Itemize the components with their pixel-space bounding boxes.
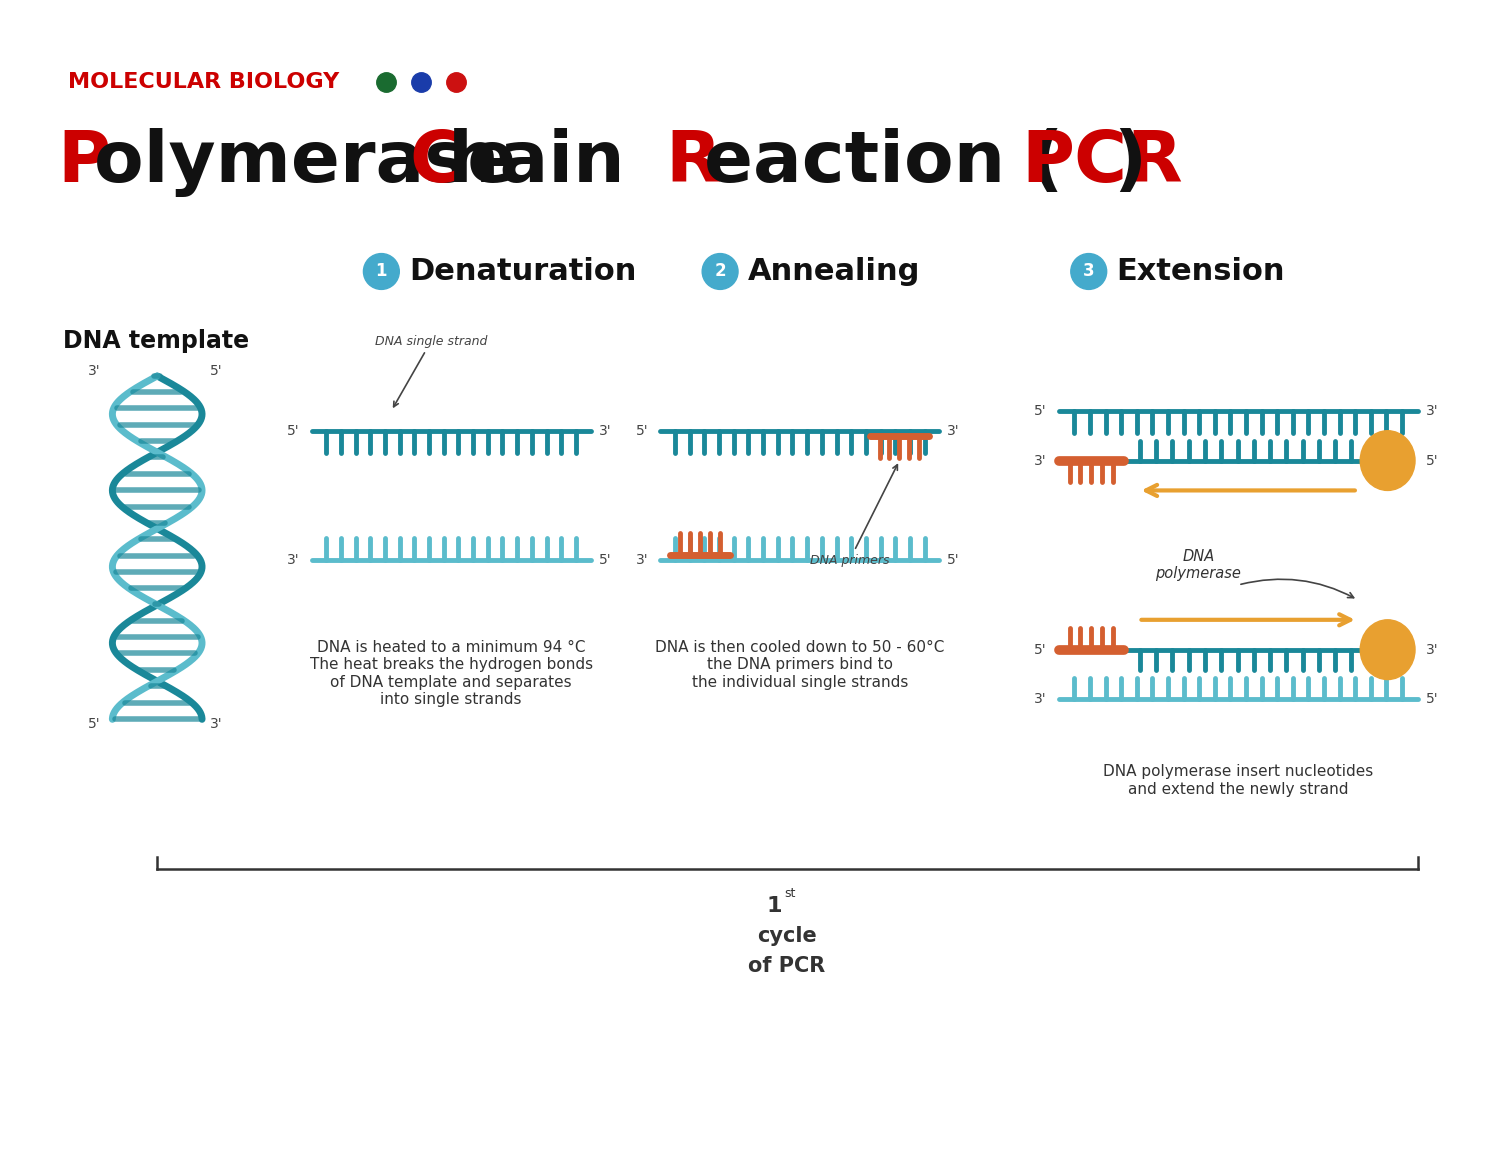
Text: C: C <box>410 128 462 196</box>
Text: DNA single strand: DNA single strand <box>375 334 488 406</box>
Text: DNA is heated to a minimum 94 °C
The heat breaks the hydrogen bonds
of DNA templ: DNA is heated to a minimum 94 °C The hea… <box>309 640 592 707</box>
Text: 3': 3' <box>286 553 300 567</box>
Text: DNA polymerase insert nucleotides
and extend the newly strand: DNA polymerase insert nucleotides and ex… <box>1102 764 1374 796</box>
Text: 5': 5' <box>1035 643 1047 657</box>
Text: MOLECULAR BIOLOGY: MOLECULAR BIOLOGY <box>68 72 339 93</box>
Text: DNA primers: DNA primers <box>810 464 897 567</box>
Ellipse shape <box>1360 620 1414 679</box>
Text: 3': 3' <box>636 553 648 567</box>
Text: 3': 3' <box>88 365 101 378</box>
Text: DNA template: DNA template <box>63 330 249 353</box>
Text: PCR: PCR <box>1022 128 1182 196</box>
Text: 5': 5' <box>1425 692 1438 706</box>
Text: 5': 5' <box>286 424 300 438</box>
Text: 3': 3' <box>1425 404 1438 418</box>
Text: 5': 5' <box>1425 454 1438 468</box>
Text: olymerase: olymerase <box>94 128 542 196</box>
Text: 1: 1 <box>766 896 782 916</box>
Text: eaction (: eaction ( <box>704 128 1064 196</box>
Text: 3': 3' <box>210 717 222 731</box>
Text: Extension: Extension <box>1116 257 1286 286</box>
Text: 3: 3 <box>1083 262 1095 281</box>
Text: Denaturation: Denaturation <box>410 257 636 286</box>
Circle shape <box>1071 253 1107 289</box>
Text: hain: hain <box>448 128 650 196</box>
Text: 3': 3' <box>1035 454 1047 468</box>
Text: ): ) <box>1113 128 1148 196</box>
Text: st: st <box>784 887 795 900</box>
Text: 1: 1 <box>375 262 387 281</box>
Text: 5': 5' <box>1035 404 1047 418</box>
Circle shape <box>363 253 399 289</box>
Text: 3': 3' <box>948 424 960 438</box>
Circle shape <box>702 253 738 289</box>
Text: DNA is then cooled down to 50 - 60°C
the DNA primers bind to
the individual sing: DNA is then cooled down to 50 - 60°C the… <box>656 640 945 690</box>
Text: P: P <box>57 128 111 196</box>
Text: 5': 5' <box>598 553 610 567</box>
Text: 3': 3' <box>1035 692 1047 706</box>
Text: of PCR: of PCR <box>748 957 825 976</box>
Text: Annealing: Annealing <box>748 257 921 286</box>
Text: cycle: cycle <box>758 926 816 946</box>
Text: DNA
polymerase: DNA polymerase <box>1155 549 1242 582</box>
Text: 5': 5' <box>636 424 648 438</box>
Text: 5': 5' <box>948 553 960 567</box>
Text: 3': 3' <box>598 424 610 438</box>
Text: 3': 3' <box>1425 643 1438 657</box>
Ellipse shape <box>1360 431 1414 490</box>
Text: 5': 5' <box>210 365 222 378</box>
Text: R: R <box>666 128 722 196</box>
Text: 5': 5' <box>88 717 101 731</box>
Text: 2: 2 <box>714 262 726 281</box>
